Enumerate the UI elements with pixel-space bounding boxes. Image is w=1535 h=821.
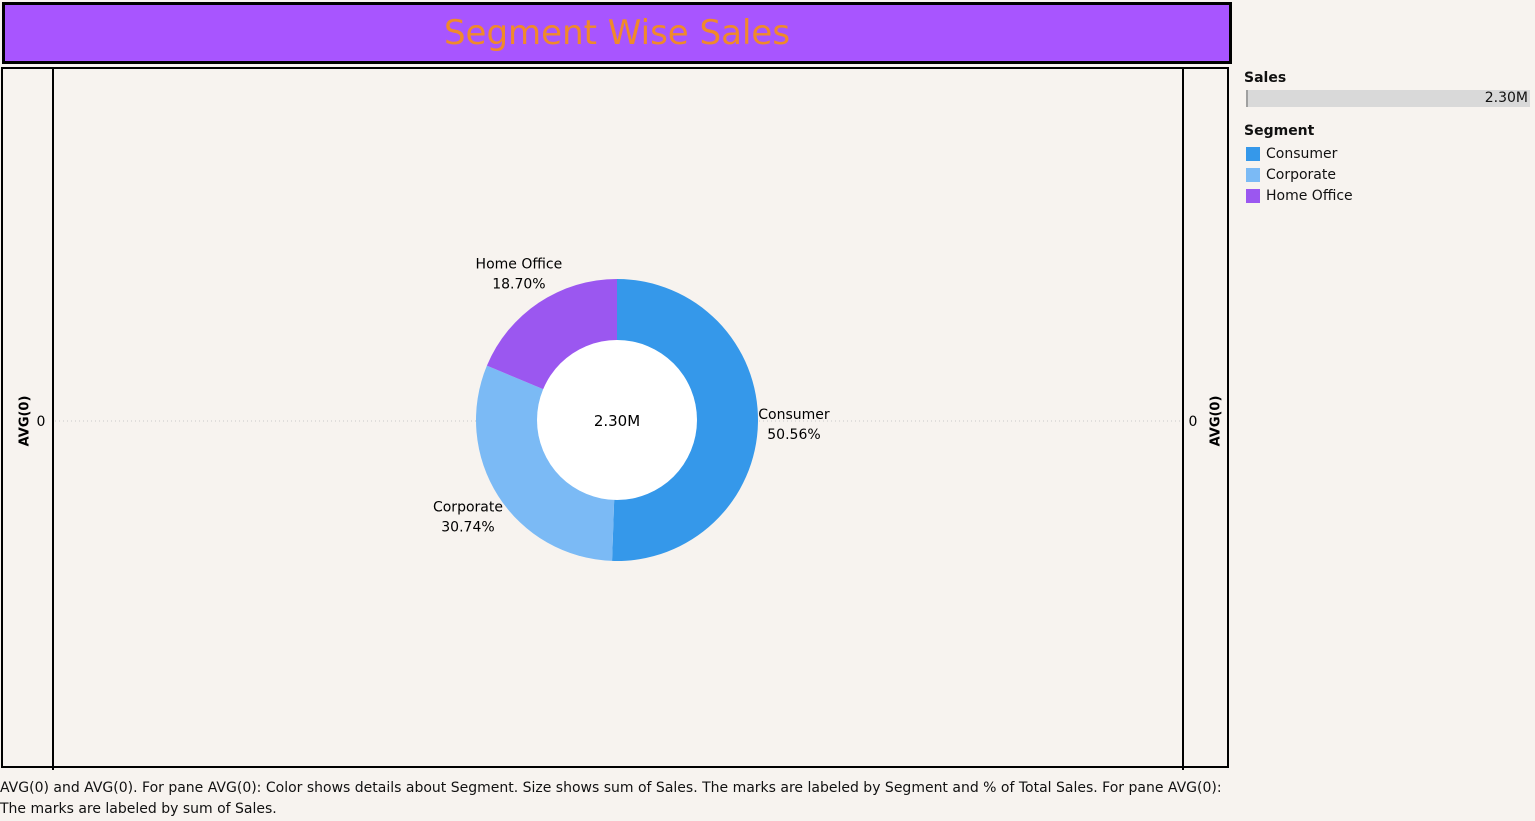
slice-percent-corporate: 30.74%	[441, 519, 494, 535]
donut-chart: AVG(0) 0 0 AVG(0) 2.30M Consumer50.56%Co…	[18, 69, 1224, 770]
left-axis-title: AVG(0)	[18, 396, 33, 447]
slice-percent-home-office: 18.70%	[492, 277, 545, 293]
legend-item-consumer[interactable]: Consumer	[1244, 143, 1534, 164]
title-bar: Segment Wise Sales	[2, 2, 1232, 64]
right-axis-title: AVG(0)	[1209, 396, 1224, 447]
legend-swatch-corporate	[1246, 167, 1260, 182]
size-legend-title: Sales	[1244, 70, 1287, 86]
legend-label-consumer: Consumer	[1266, 145, 1338, 162]
slice-label-corporate: Corporate	[433, 499, 503, 515]
left-axis-tick: 0	[37, 414, 46, 430]
legend-swatch-home-office	[1246, 188, 1260, 203]
center-total-label: 2.30M	[594, 412, 640, 430]
chart-frame: AVG(0) 0 0 AVG(0) 2.30M Consumer 50.56% Co…	[1, 67, 1229, 770]
slice-percent-consumer: 50.56%	[767, 427, 820, 443]
right-axis-tick: 0	[1189, 414, 1198, 430]
legend-swatch-consumer	[1246, 146, 1260, 161]
legend-item-corporate[interactable]: Corporate	[1244, 164, 1534, 185]
chart-caption: AVG(0) and AVG(0). For pane AVG(0): Colo…	[0, 780, 1222, 817]
slice-label-consumer: Consumer	[758, 407, 830, 423]
size-legend-bar: 2.30M	[1246, 90, 1530, 107]
legend-label-home-office: Home Office	[1266, 187, 1353, 204]
legend-item-home-office[interactable]: Home Office	[1244, 185, 1534, 206]
slice-labels: Consumer 50.56% Corporate 30.74% Home Office…	[433, 257, 830, 536]
slice-label-home-office: Home Office	[476, 257, 563, 273]
donut-hole	[537, 340, 697, 500]
legend-panel: Sales 2.30M Segment Consumer Corporate H…	[1244, 70, 1534, 206]
color-legend-title: Segment	[1244, 123, 1315, 139]
size-legend-value: 2.30M	[1484, 90, 1528, 106]
segment-legend: Segment Consumer Corporate Home Office	[1244, 123, 1534, 206]
legend-label-corporate: Corporate	[1266, 166, 1336, 183]
dashboard-title: Segment Wise Sales	[443, 13, 791, 53]
